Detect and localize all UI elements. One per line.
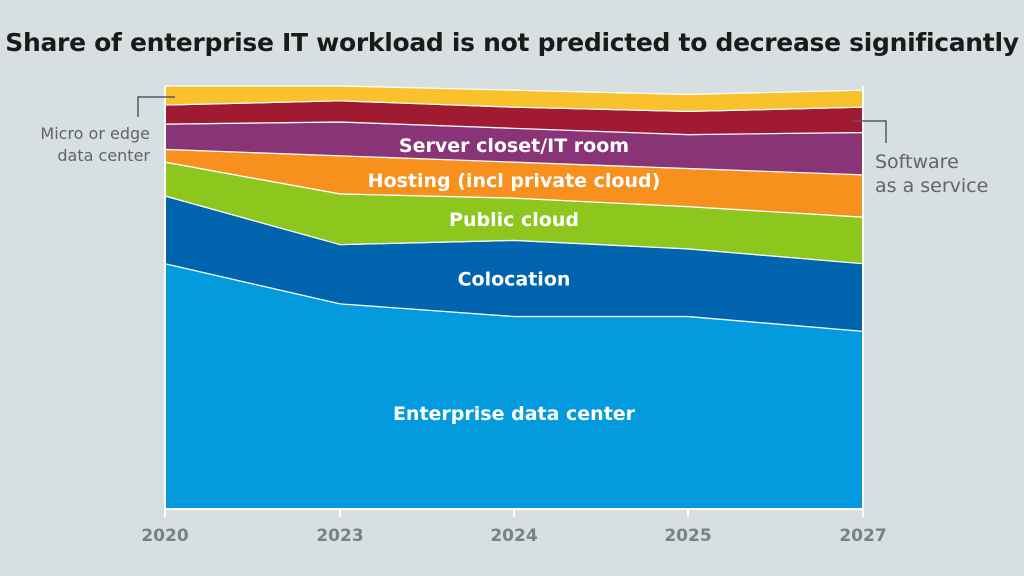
x-tick-label: 2024: [490, 526, 537, 546]
callout-left-line: data center: [57, 146, 150, 165]
area-layers: [164, 85, 864, 510]
callout-right-leader: [852, 120, 887, 143]
label-enterprise-data-center: Enterprise data center: [393, 403, 636, 425]
callout-right-line: as a service: [875, 175, 988, 197]
callout-right-line: Software: [875, 151, 959, 173]
label-hosting-incl-private-cloud: Hosting (incl private cloud): [368, 170, 661, 192]
chart-title: Share of enterprise IT workload is not p…: [5, 28, 1019, 57]
x-tick-label: 2027: [839, 526, 886, 546]
x-tick-label: 2025: [664, 526, 711, 546]
x-tick-label: 2020: [141, 526, 188, 546]
band-labels: Server closet/IT room Hosting (incl priva…: [368, 135, 661, 425]
x-axis: 2020 2023 2024 2025 2027: [141, 509, 887, 546]
x-tick-label: 2023: [316, 526, 363, 546]
callout-left-line: Micro or edge: [40, 124, 150, 143]
label-server-closet-it-room: Server closet/IT room: [399, 135, 629, 157]
callout-left-leader: [137, 96, 175, 117]
label-public-cloud: Public cloud: [449, 209, 579, 231]
label-colocation: Colocation: [458, 268, 571, 290]
